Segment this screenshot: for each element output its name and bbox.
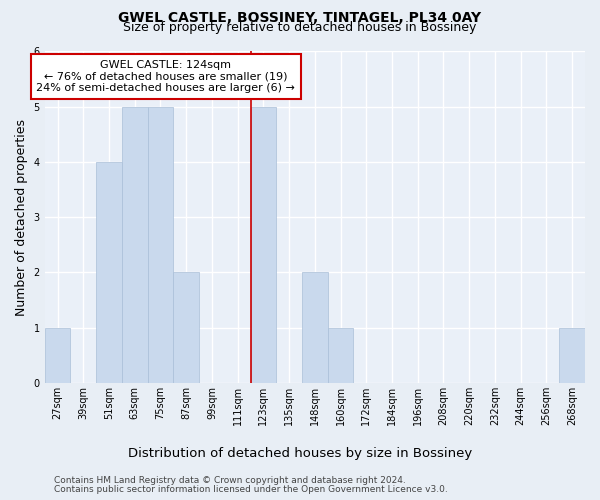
Text: Contains HM Land Registry data © Crown copyright and database right 2024.: Contains HM Land Registry data © Crown c… [54,476,406,485]
Text: Distribution of detached houses by size in Bossiney: Distribution of detached houses by size … [128,448,472,460]
Bar [328,328,353,383]
Bar [122,106,148,383]
Text: GWEL CASTLE: 124sqm
← 76% of detached houses are smaller (19)
24% of semi-detach: GWEL CASTLE: 124sqm ← 76% of detached ho… [36,60,295,93]
Y-axis label: Number of detached properties: Number of detached properties [15,118,28,316]
Text: Size of property relative to detached houses in Bossiney: Size of property relative to detached ho… [124,22,476,35]
Bar [559,328,585,383]
Bar [302,272,328,383]
Text: Contains public sector information licensed under the Open Government Licence v3: Contains public sector information licen… [54,485,448,494]
Bar [44,328,70,383]
Bar [173,272,199,383]
Text: GWEL CASTLE, BOSSINEY, TINTAGEL, PL34 0AY: GWEL CASTLE, BOSSINEY, TINTAGEL, PL34 0A… [118,12,482,26]
Bar [96,162,122,383]
Bar [251,106,276,383]
Bar [148,106,173,383]
